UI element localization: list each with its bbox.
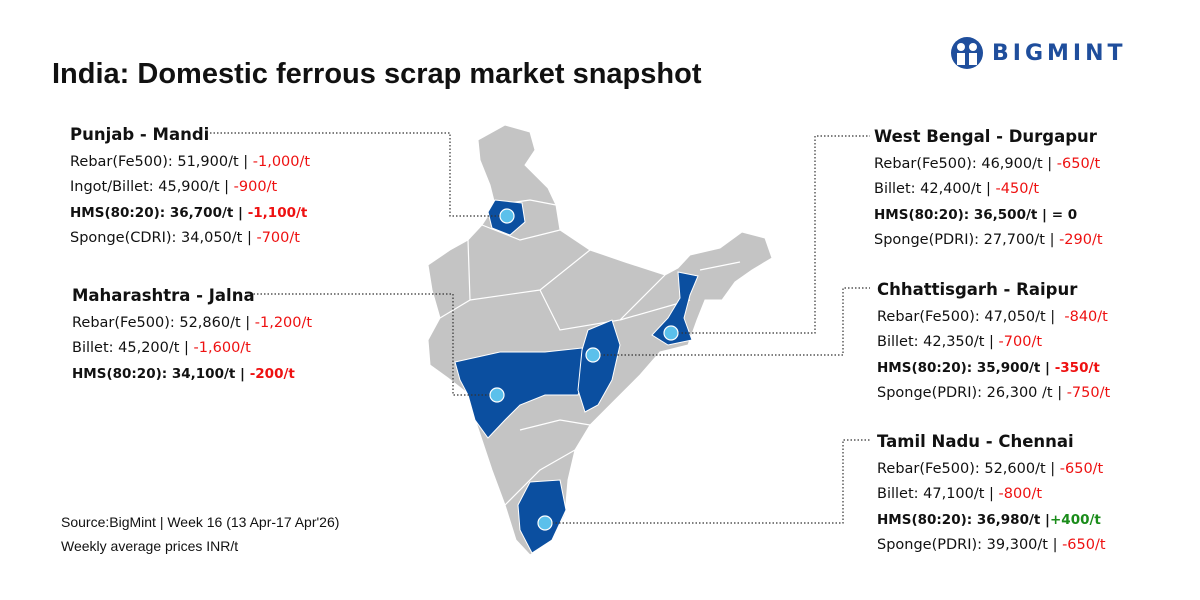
price-label: Billet: 42,400/t | [874, 181, 996, 197]
price-row: Rebar(Fe500): 47,050/t | -840/t [877, 305, 1110, 331]
chhattisgarh-marker [585, 347, 601, 363]
price-label: HMS(80:20): 36,700/t | [70, 204, 248, 221]
price-label: HMS(80:20): 34,100/t | [72, 365, 250, 382]
price-label: Rebar(Fe500): 51,900/t | [70, 153, 253, 170]
price-change: -1,200/t [254, 314, 313, 331]
price-row: HMS(80:20): 36,700/t | -1,100/t [70, 201, 310, 227]
tamil-nadu-marker [537, 515, 553, 531]
price-row: Billet: 45,200/t | -1,600/t [72, 336, 312, 362]
bigmint-logo: BIGMINT [950, 36, 1127, 70]
price-label: Sponge(CDRI): 34,050/t | [70, 230, 257, 246]
price-change: -700/t [998, 334, 1043, 350]
source-text: Source:BigMint | Week 16 (13 Apr-17 Apr'… [61, 514, 340, 530]
price-change: -700/t [256, 230, 300, 246]
price-change: -350/t [1054, 359, 1100, 376]
price-row: Rebar(Fe500): 52,860/t | -1,200/t [72, 311, 312, 337]
price-label: Sponge(PDRI): 27,700/t | [874, 232, 1060, 248]
price-label: HMS(80:20): 35,900/t | [877, 359, 1055, 376]
price-row: Billet: 42,400/t | -450/t [874, 177, 1103, 203]
bigmint-logo-icon [951, 37, 983, 69]
maharashtra-highlight [454, 347, 591, 439]
source-note: Source:BigMint | Week 16 (13 Apr-17 Apr'… [61, 510, 339, 558]
price-row: Billet: 47,100/t | -800/t [877, 482, 1106, 508]
region-tamil-nadu: Tamil Nadu - Chennai Rebar(Fe500): 52,600… [877, 429, 1106, 559]
region-title: Maharashtra - Jalna [72, 286, 255, 305]
punjab-marker [499, 208, 515, 224]
region-title: Tamil Nadu - Chennai [877, 432, 1074, 451]
chhattisgarh-highlight [577, 319, 621, 413]
region-title: Punjab - Mandi [70, 125, 210, 144]
price-change: -650/t [1062, 537, 1106, 553]
west-bengal-highlight [651, 271, 699, 346]
region-chhattisgarh: Chhattisgarh - Raipur Rebar(Fe500): 47,05… [877, 277, 1110, 407]
price-change: -840/t [1064, 308, 1108, 325]
price-row: HMS(80:20): 36,500/t | = 0 [874, 203, 1103, 229]
west-bengal-marker [663, 325, 679, 341]
price-label: Billet: 45,200/t | [72, 340, 194, 356]
page-title: India: Domestic ferrous scrap market sna… [52, 58, 702, 90]
price-change: -800/t [998, 486, 1043, 502]
price-row: Billet: 42,350/t | -700/t [877, 330, 1110, 356]
leader-lines [210, 132, 870, 524]
price-row: Sponge(PDRI): 39,300/t | -650/t [877, 533, 1106, 559]
price-label: Billet: 47,100/t | [877, 486, 999, 502]
price-row: Rebar(Fe500): 52,600/t | -650/t [877, 457, 1106, 483]
price-change: -650/t [1059, 460, 1104, 477]
units-note: Weekly average prices INR/t [61, 538, 239, 554]
price-row: HMS(80:20): 34,100/t | -200/t [72, 362, 312, 388]
price-change: -1,600/t [193, 340, 251, 356]
price-label: Ingot/Billet: 45,900/t | [70, 179, 234, 195]
price-row: Sponge(CDRI): 34,050/t | -700/t [70, 226, 310, 252]
region-punjab: Punjab - Mandi Rebar(Fe500): 51,900/t | -… [70, 122, 310, 252]
price-label: Rebar(Fe500): 47,050/t | [877, 308, 1065, 325]
price-change: -650/t [1056, 155, 1101, 172]
price-label: Rebar(Fe500): 52,860/t | [72, 314, 255, 331]
region-west-bengal: West Bengal - Durgapur Rebar(Fe500): 46,9… [874, 124, 1103, 254]
price-label: Billet: 42,350/t | [877, 334, 999, 350]
price-label: Rebar(Fe500): 52,600/t | [877, 460, 1060, 477]
price-label: Rebar(Fe500): 46,900/t | [874, 155, 1057, 172]
price-label: Sponge(PDRI): 39,300/t | [877, 537, 1063, 553]
price-change: -750/t [1066, 385, 1111, 401]
maharashtra-marker [489, 387, 505, 403]
price-row: HMS(80:20): 35,900/t | -350/t [877, 356, 1110, 382]
price-label: HMS(80:20): 36,980/t | [877, 511, 1050, 528]
region-title: Chhattisgarh - Raipur [877, 280, 1078, 299]
price-row: Rebar(Fe500): 46,900/t | -650/t [874, 152, 1103, 178]
price-change: -900/t [233, 179, 278, 195]
region-title: West Bengal - Durgapur [874, 127, 1097, 146]
price-row: Sponge(PDRI): 27,700/t | -290/t [874, 228, 1103, 254]
region-maharashtra: Maharashtra - Jalna Rebar(Fe500): 52,860/… [72, 283, 312, 387]
price-row: Sponge(PDRI): 26,300 /t | -750/t [877, 381, 1110, 407]
price-change: +400/t [1049, 511, 1101, 528]
price-change: = 0 [1051, 206, 1078, 223]
price-change: -1,100/t [247, 204, 308, 221]
price-change: -450/t [995, 181, 1040, 197]
price-row: Ingot/Billet: 45,900/t | -900/t [70, 175, 310, 201]
price-change: -290/t [1059, 232, 1103, 248]
price-change: -200/t [249, 365, 295, 382]
price-row: HMS(80:20): 36,980/t |+400/t [877, 508, 1106, 534]
price-label: HMS(80:20): 36,500/t | [874, 206, 1052, 223]
price-change: -1,000/t [252, 153, 311, 170]
price-label: Sponge(PDRI): 26,300 /t | [877, 385, 1067, 401]
price-row: Rebar(Fe500): 51,900/t | -1,000/t [70, 150, 310, 176]
